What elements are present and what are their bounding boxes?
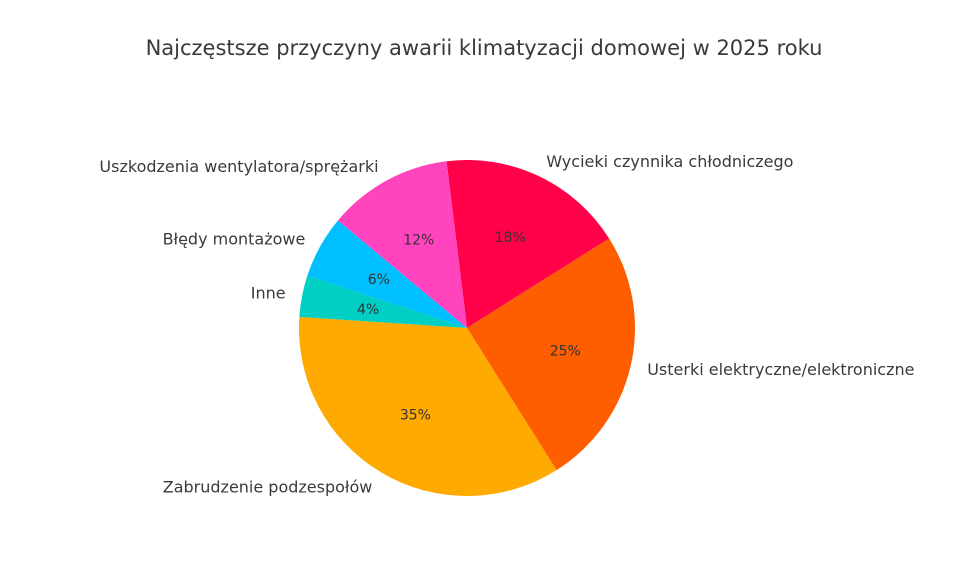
pie-percent-label: 4% <box>357 302 379 318</box>
pie-category-label: Inne <box>251 284 286 303</box>
pie-slice-wycieki-czynnika-chlodniczego <box>446 159 610 328</box>
pie-slice-bledy-montazowe <box>307 220 467 328</box>
pie-percent-label: 12% <box>403 233 434 249</box>
pie-slice-uszkodzenia-wentylatora-sprezarki <box>337 161 467 328</box>
pie-slice-zabrudzenie-podzespolow <box>299 316 557 496</box>
pie-slices <box>299 159 635 496</box>
pie-percent-label: 35% <box>400 408 431 424</box>
pie-category-label: Uszkodzenia wentylatora/sprężarki <box>99 157 378 176</box>
pie-category-labels: Wycieki czynnika chłodniczego Usterki ele… <box>99 152 914 497</box>
pie-category-label: Usterki elektryczne/elektroniczne <box>647 360 914 379</box>
pie-category-label: Wycieki czynnika chłodniczego <box>546 152 793 171</box>
pie-category-label: Błędy montażowe <box>163 229 306 248</box>
pie-slice-inne <box>299 275 467 328</box>
pie-category-label: Zabrudzenie podzespołów <box>163 478 373 497</box>
chart-title: Najczęstsze przyczyny awarii klimatyzacj… <box>146 36 823 60</box>
pie-percent-label: 18% <box>495 230 526 246</box>
pie-percent-label: 6% <box>368 272 390 288</box>
pie-slice-usterki-elektryczne-elektroniczne <box>467 238 635 471</box>
pie-percent-label: 25% <box>550 343 581 359</box>
pie-percent-labels: 18% 25% 35% 4% 6% 12% <box>357 230 581 424</box>
